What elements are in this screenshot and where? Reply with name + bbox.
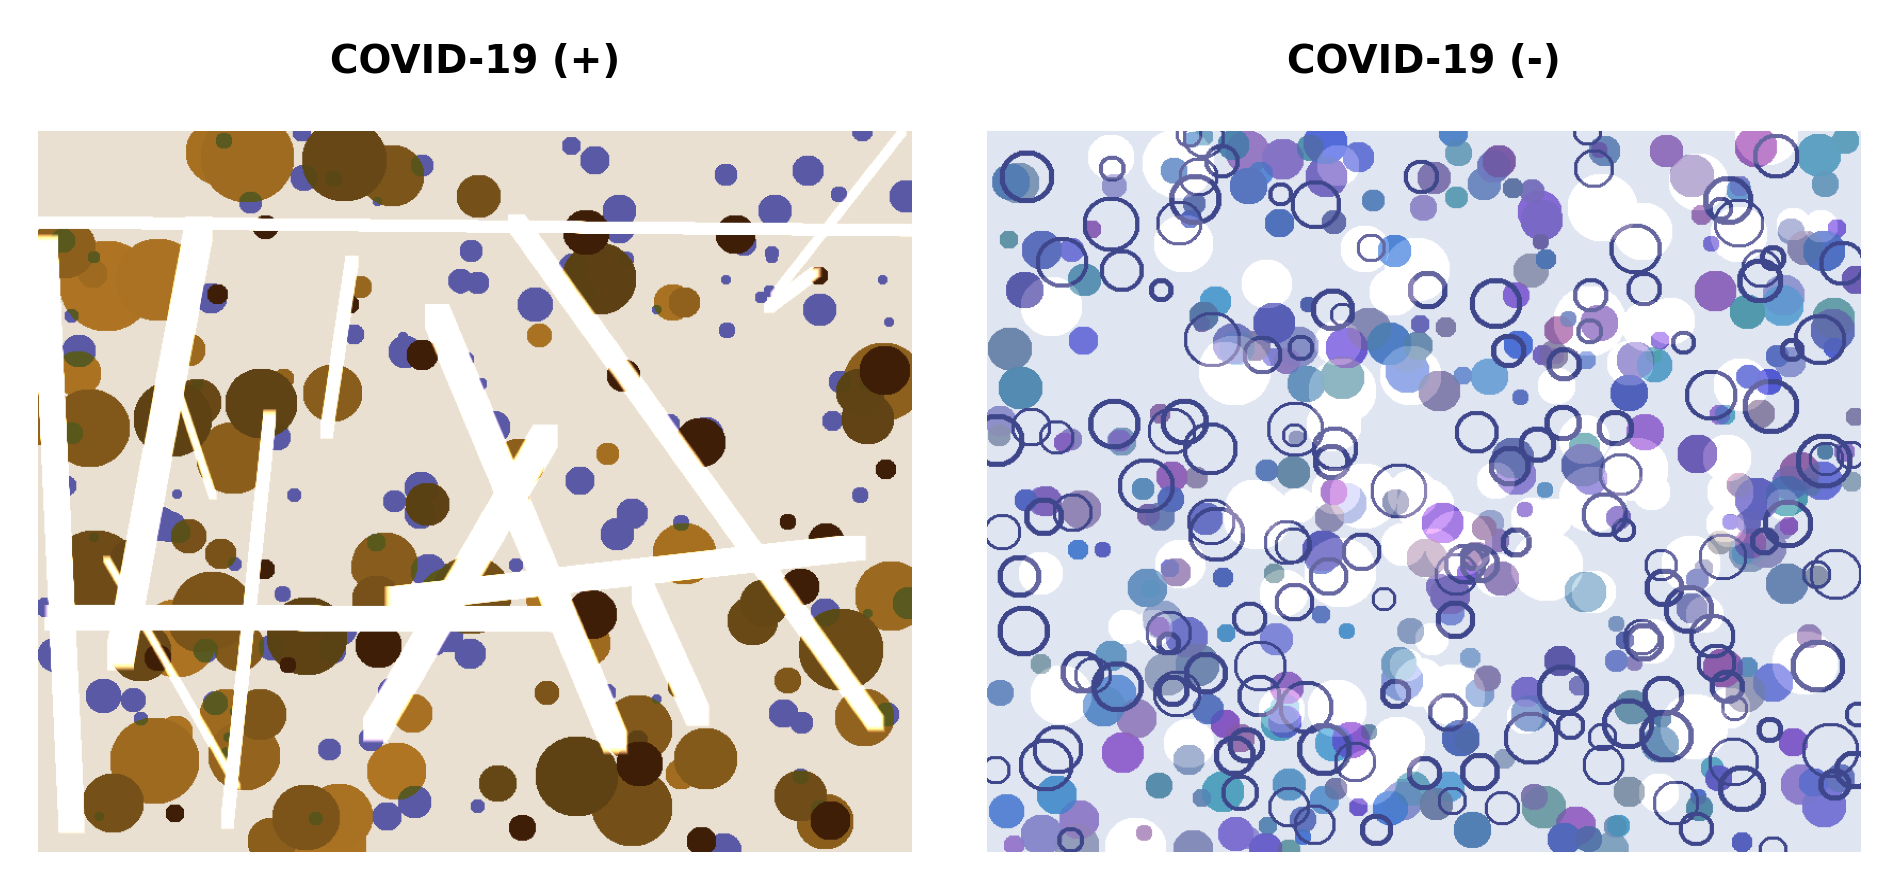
Text: COVID-19 (+): COVID-19 (+) <box>330 42 619 81</box>
Text: COVID-19 (-): COVID-19 (-) <box>1287 42 1560 81</box>
